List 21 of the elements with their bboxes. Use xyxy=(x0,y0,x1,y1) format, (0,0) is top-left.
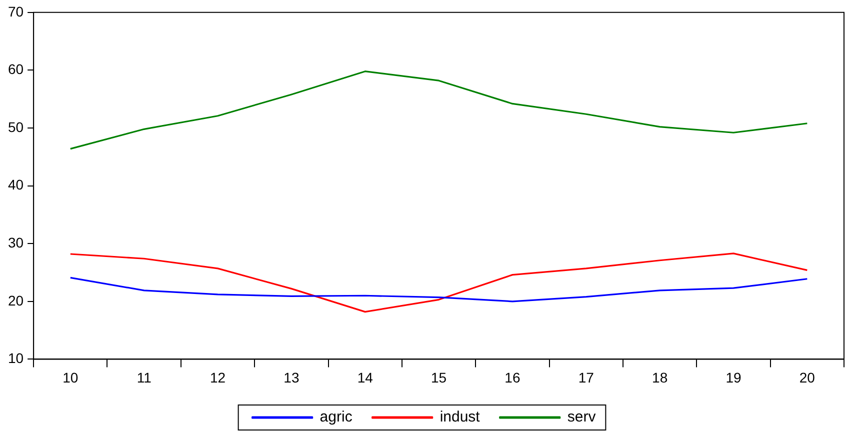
x-tick-label: 10 xyxy=(62,369,78,386)
y-tick-label: 30 xyxy=(8,234,24,250)
legend-label: indust xyxy=(440,408,481,426)
y-tick-label: 20 xyxy=(8,292,24,308)
x-tick-label: 20 xyxy=(799,369,816,386)
x-tick-label: 14 xyxy=(357,369,374,386)
legend-label: serv xyxy=(567,408,596,426)
x-tick-label: 17 xyxy=(578,369,594,386)
legend-label: agric xyxy=(320,408,353,426)
y-tick-label: 60 xyxy=(8,61,24,78)
x-tick-label: 12 xyxy=(210,369,226,386)
x-tick-label: 13 xyxy=(284,369,300,386)
y-tick-label: 70 xyxy=(8,3,24,20)
y-tick-label: 10 xyxy=(8,350,24,366)
y-tick-label: 50 xyxy=(8,118,24,135)
x-tick-label: 18 xyxy=(652,369,668,386)
y-tick-label: 40 xyxy=(8,176,24,193)
x-tick-label: 11 xyxy=(136,369,152,386)
x-tick-label: 15 xyxy=(430,369,447,386)
x-tick-label: 16 xyxy=(504,369,520,386)
x-tick-label: 19 xyxy=(726,369,742,386)
